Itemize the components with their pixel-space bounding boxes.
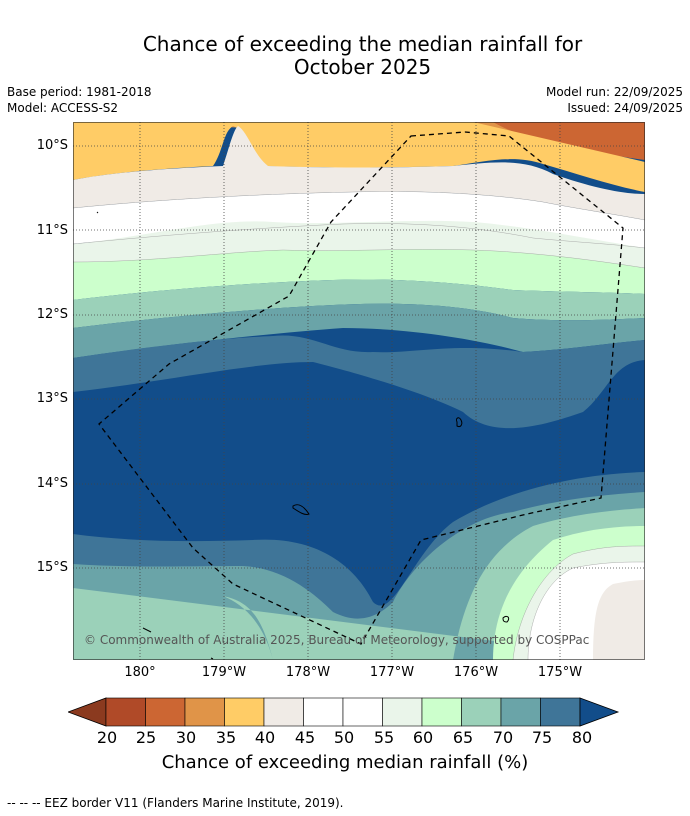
colorbar-segment <box>382 697 423 727</box>
band-30 <box>73 122 645 160</box>
band-70 <box>73 303 645 358</box>
lat-label-15s: 15°S <box>36 560 68 575</box>
colorbar-segment <box>303 697 344 727</box>
graticule <box>73 122 645 660</box>
colorbar-segment <box>342 697 383 727</box>
map-title-line-1: Chance of exceeding the median rainfall … <box>142 32 583 56</box>
map-title-line-2: October 2025 <box>293 55 432 79</box>
colorbar-segment <box>105 697 146 727</box>
colorbar-arrow-high <box>579 697 620 727</box>
island-nukunonu <box>292 504 310 515</box>
cbar-tick: 80 <box>571 728 593 747</box>
rainfall-contour-map <box>73 122 645 660</box>
cbar-tick: 60 <box>412 728 434 747</box>
cbar-tick: 30 <box>175 728 197 747</box>
model-run: Model run: 22/09/2025 <box>545 85 683 99</box>
contour-lines <box>73 191 645 660</box>
eez-legend-footer: -- -- -- EEZ border V11 (Flanders Marine… <box>7 796 344 810</box>
eez-border <box>98 131 624 645</box>
island-speck-north <box>96 211 99 214</box>
cbar-tick: 50 <box>333 728 355 747</box>
cbar-tick: 20 <box>96 728 118 747</box>
colorbar-segment <box>184 697 225 727</box>
cbar-tick: 65 <box>452 728 474 747</box>
lon-label-176w: 176°W <box>453 665 499 680</box>
map-frame <box>73 122 645 660</box>
cbar-tick: 25 <box>135 728 157 747</box>
colorbar-segment <box>263 697 304 727</box>
lon-label-177w: 177°W <box>369 665 415 680</box>
lat-label-14s: 14°S <box>36 476 68 491</box>
rainfall-map <box>73 122 645 660</box>
cbar-tick: 75 <box>531 728 553 747</box>
island-speck-south <box>210 657 214 660</box>
lon-label-179w: 179°W <box>201 665 247 680</box>
band-65 <box>73 279 645 328</box>
lat-label-11s: 11°S <box>36 223 68 238</box>
lat-label-12s: 12°S <box>36 307 68 322</box>
copyright-notice: © Commonwealth of Australia 2025, Bureau… <box>84 633 590 647</box>
lat-label-10s: 10°S <box>36 138 68 153</box>
cbar-tick: 70 <box>492 728 514 747</box>
lon-label-180: 180° <box>124 665 156 680</box>
lat-label-13s: 13°S <box>36 391 68 406</box>
band-60 <box>73 249 645 300</box>
island-swains <box>142 627 152 633</box>
cbar-tick: 45 <box>294 728 316 747</box>
cbar-tick: 35 <box>215 728 237 747</box>
lon-label-175w: 175°W <box>537 665 583 680</box>
model-name: Model: ACCESS-S2 <box>7 101 119 115</box>
meta-right: Model run: 22/09/2025 Issued: 24/09/2025 <box>546 84 683 116</box>
colorbar-segment <box>145 697 186 727</box>
colorbar-segment <box>540 697 581 727</box>
cbar-tick: 40 <box>254 728 276 747</box>
band-50 <box>73 191 645 248</box>
band-40 <box>73 122 645 192</box>
colorbar-segment <box>500 697 541 727</box>
band-45-south <box>593 580 645 660</box>
issued-date: Issued: 24/09/2025 <box>567 101 683 115</box>
cbar-tick: 55 <box>373 728 395 747</box>
base-period: Base period: 1981-2018 <box>7 85 152 99</box>
colorbar <box>68 697 620 727</box>
colorbar-arrow-low <box>68 697 107 727</box>
colorbar-segment <box>421 697 462 727</box>
island-atafu <box>502 615 510 623</box>
meta-left: Base period: 1981-2018 Model: ACCESS-S2 <box>7 84 152 116</box>
lon-label-178w: 178°W <box>285 665 331 680</box>
colorbar-segment <box>224 697 265 727</box>
island-fakaofo <box>456 417 463 427</box>
colorbar-segment <box>461 697 502 727</box>
colorbar-label: Chance of exceeding median rainfall (%) <box>161 752 529 773</box>
band-75 <box>73 335 645 429</box>
